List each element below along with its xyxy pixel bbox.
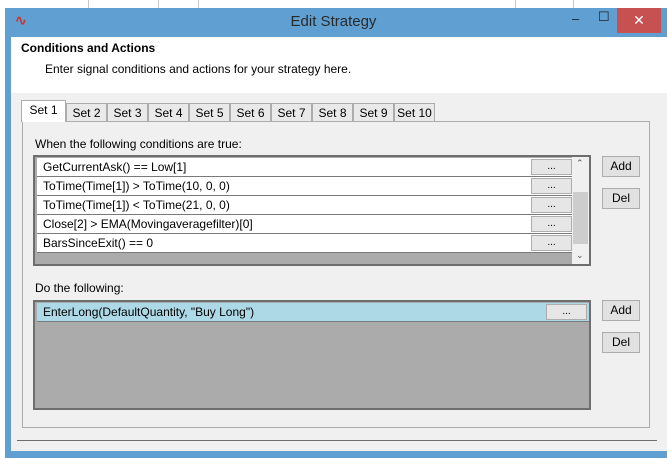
row-text: Close[2] > EMA(Movingaveragefilter)[0] xyxy=(43,217,253,231)
grid-line xyxy=(158,0,159,8)
scrollbar-thumb[interactable] xyxy=(573,192,588,244)
tab-set-9[interactable]: Set 9 xyxy=(353,103,394,121)
list-row[interactable]: BarsSinceExit() == 0... xyxy=(37,234,574,253)
scroll-up-icon[interactable]: ⌃ xyxy=(576,158,584,168)
header-panel xyxy=(11,37,667,93)
edit-row-button[interactable]: ... xyxy=(531,178,572,194)
scroll-down-icon[interactable]: ⌄ xyxy=(576,250,584,260)
row-text: ToTime(Time[1]) > ToTime(10, 0, 0) xyxy=(43,179,230,193)
window-title: Edit Strategy xyxy=(290,13,377,30)
delete-condition-button[interactable]: Del xyxy=(602,188,640,209)
tab-set-5[interactable]: Set 5 xyxy=(189,103,230,121)
tab-set-2[interactable]: Set 2 xyxy=(66,103,107,121)
row-text: EnterLong(DefaultQuantity, "Buy Long") xyxy=(43,305,255,319)
app-logo-icon: ∿ xyxy=(15,12,27,28)
tab-set-3[interactable]: Set 3 xyxy=(107,103,148,121)
list-row[interactable]: Close[2] > EMA(Movingaveragefilter)[0]..… xyxy=(37,215,574,234)
tab-set-1[interactable]: Set 1 xyxy=(21,100,66,122)
tab-set-6[interactable]: Set 6 xyxy=(230,103,271,121)
edit-row-button[interactable]: ... xyxy=(531,235,572,251)
edit-row-button[interactable]: ... xyxy=(531,197,572,213)
list-row[interactable]: ToTime(Time[1]) < ToTime(21, 0, 0)... xyxy=(37,196,574,215)
row-text: BarsSinceExit() == 0 xyxy=(43,236,154,250)
grid-line xyxy=(198,0,199,8)
tab-set-8[interactable]: Set 8 xyxy=(312,103,353,121)
close-button[interactable]: ✕ xyxy=(617,8,661,33)
list-row[interactable]: GetCurrentAsk() == Low[1]... xyxy=(37,158,574,177)
conditions-label: When the following conditions are true: xyxy=(35,137,242,151)
actions-label: Do the following: xyxy=(35,281,124,295)
actions-list[interactable]: EnterLong(DefaultQuantity, "Buy Long")..… xyxy=(33,300,591,410)
header-title: Conditions and Actions xyxy=(21,41,156,55)
tab-set-4[interactable]: Set 4 xyxy=(148,103,189,121)
list-row[interactable]: EnterLong(DefaultQuantity, "Buy Long")..… xyxy=(37,303,589,322)
add-action-button[interactable]: Add xyxy=(602,300,640,321)
edit-row-button[interactable]: ... xyxy=(531,159,572,175)
minimize-button[interactable]: ‒ xyxy=(572,11,580,26)
list-row[interactable]: ToTime(Time[1]) > ToTime(10, 0, 0)... xyxy=(37,177,574,196)
conditions-list[interactable]: GetCurrentAsk() == Low[1]... ToTime(Time[… xyxy=(33,155,591,266)
grid-line xyxy=(573,0,574,8)
row-text: GetCurrentAsk() == Low[1] xyxy=(43,160,187,174)
edit-row-button[interactable]: ... xyxy=(531,216,572,232)
grid-line xyxy=(88,0,89,8)
tab-set-7[interactable]: Set 7 xyxy=(271,103,312,121)
delete-action-button[interactable]: Del xyxy=(602,332,640,353)
maximize-button[interactable]: ☐ xyxy=(598,9,610,24)
separator xyxy=(17,440,657,441)
grid-line xyxy=(515,0,516,8)
tab-set-10[interactable]: Set 10 xyxy=(394,103,435,121)
row-text: ToTime(Time[1]) < ToTime(21, 0, 0) xyxy=(43,198,230,212)
header-subtitle: Enter signal conditions and actions for … xyxy=(45,62,352,76)
add-condition-button[interactable]: Add xyxy=(602,156,640,177)
edit-row-button[interactable]: ... xyxy=(546,304,587,320)
